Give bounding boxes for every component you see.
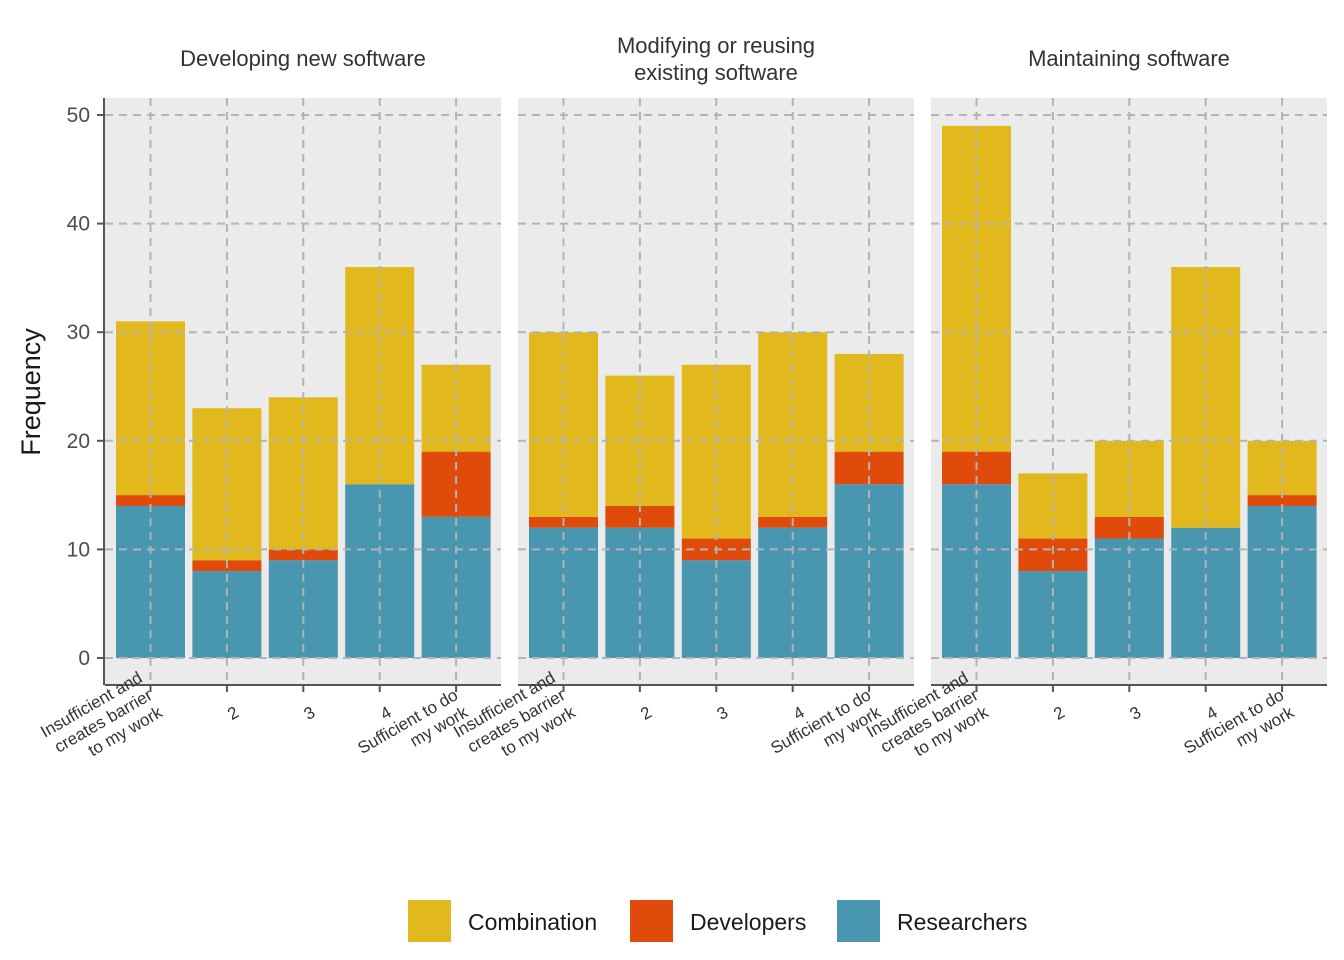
panel-1: Developing new software Insufficient andc… — [37, 46, 501, 776]
y-tick-label: 0 — [78, 647, 90, 670]
panel-2: Modifying or reusing existing softwareIns… — [450, 33, 914, 760]
y-tick-label: 30 — [67, 321, 90, 344]
gridlines — [931, 98, 1327, 685]
legend-label-combination: Combination — [468, 909, 597, 935]
y-axis: 0 10 20 30 40 50 — [67, 98, 105, 685]
bar-developers-3 — [1094, 516, 1164, 539]
bar-researchers-4 — [345, 484, 415, 658]
y-axis-label: Frequency — [16, 328, 46, 456]
panel-title: Modifying or reusing existing software — [617, 33, 815, 85]
bar-developers-3 — [268, 549, 338, 561]
y-tick-label: 50 — [67, 104, 90, 127]
bar-researchers-2 — [1018, 571, 1088, 658]
x-tick-label: Sufficient to domy work — [1180, 685, 1297, 775]
bar-researchers-1 — [942, 484, 1011, 658]
panel-title: Maintaining software — [1028, 46, 1230, 71]
x-tick-label: 2 — [224, 703, 242, 724]
bar-developers-1 — [116, 495, 185, 506]
y-tick-label: 40 — [67, 213, 90, 236]
y-tick-label: 10 — [67, 538, 90, 561]
x-tick-label: 2 — [1050, 703, 1068, 724]
bar-researchers-5 — [834, 484, 904, 658]
gridlines — [518, 98, 914, 685]
gridlines — [105, 98, 501, 685]
y-tick-label: 20 — [67, 430, 90, 453]
x-tick-label: 3 — [301, 703, 319, 724]
legend-key-combination — [408, 900, 451, 942]
bar-researchers-3 — [1094, 538, 1164, 658]
legend-label-researchers: Researchers — [897, 909, 1027, 935]
x-tick-label: 2 — [637, 703, 655, 724]
bar-researchers-2 — [192, 571, 262, 658]
bar-developers-2 — [605, 505, 675, 528]
legend-label-developers: Developers — [690, 909, 806, 935]
x-tick-label: 3 — [714, 703, 732, 724]
panel-title: Developing new software — [180, 46, 426, 71]
chart-panels: Developing new software Insufficient andc… — [37, 33, 1327, 776]
bar-developers-5 — [1247, 495, 1317, 506]
x-tick-label: 3 — [1127, 703, 1145, 724]
legend: Combination Developers Researchers — [408, 900, 1027, 942]
x-tick-label: Insufficient andcreates barrierto my wor… — [37, 668, 166, 776]
legend-key-researchers — [837, 900, 880, 942]
legend-key-developers — [630, 900, 673, 942]
